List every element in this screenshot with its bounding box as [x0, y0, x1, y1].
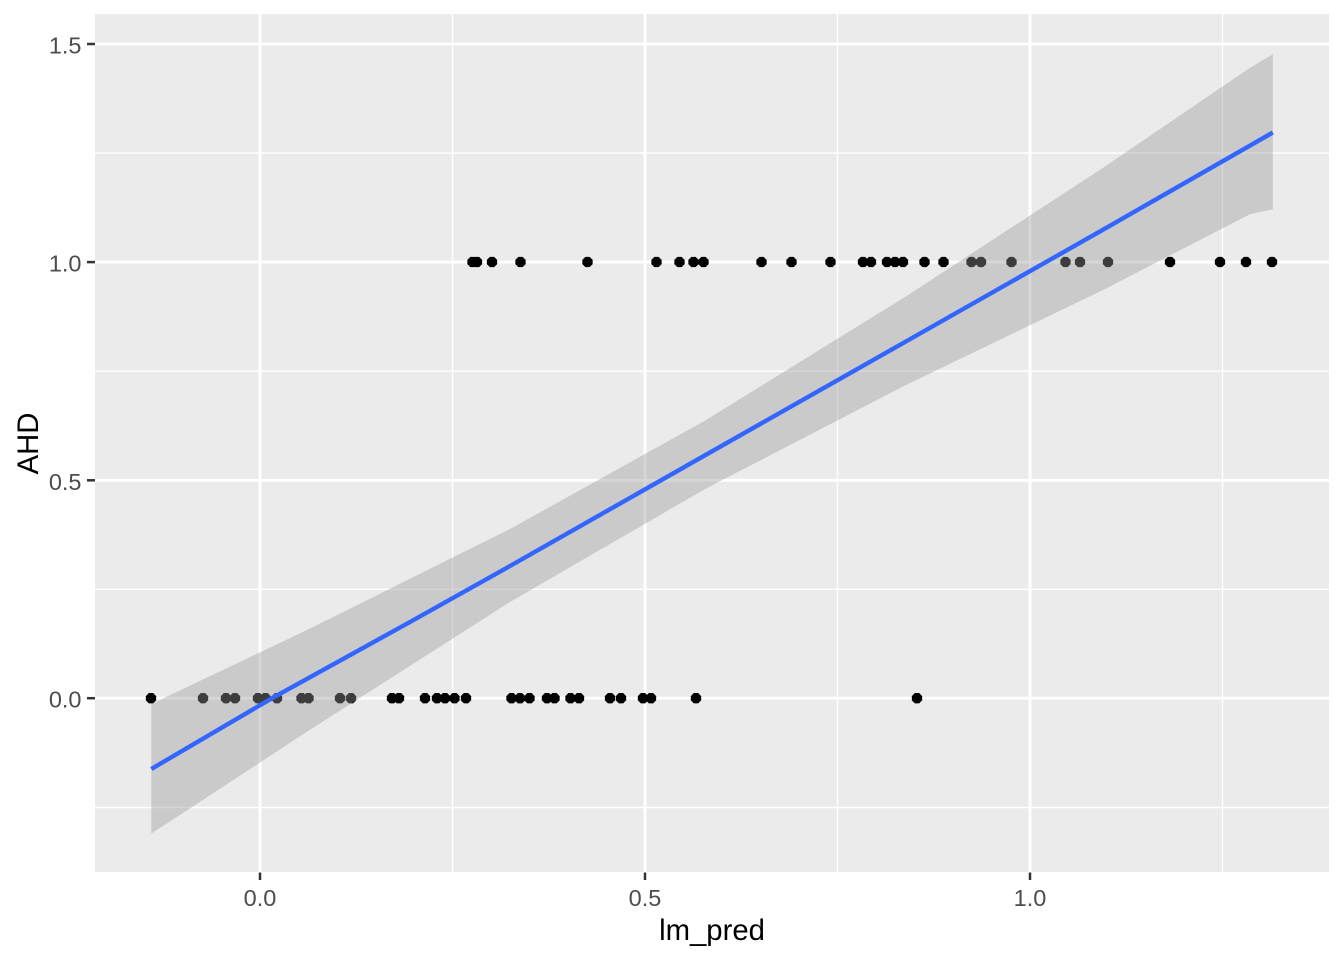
svg-text:1.0: 1.0 [49, 251, 82, 277]
svg-text:0.5: 0.5 [629, 885, 662, 911]
svg-text:0.0: 0.0 [49, 687, 82, 713]
svg-text:0.0: 0.0 [244, 885, 277, 911]
svg-text:1.0: 1.0 [1014, 885, 1047, 911]
svg-text:AHD: AHD [12, 413, 45, 475]
svg-text:0.5: 0.5 [49, 469, 82, 495]
svg-text:lm_pred: lm_pred [659, 914, 765, 947]
svg-text:1.5: 1.5 [49, 33, 82, 59]
